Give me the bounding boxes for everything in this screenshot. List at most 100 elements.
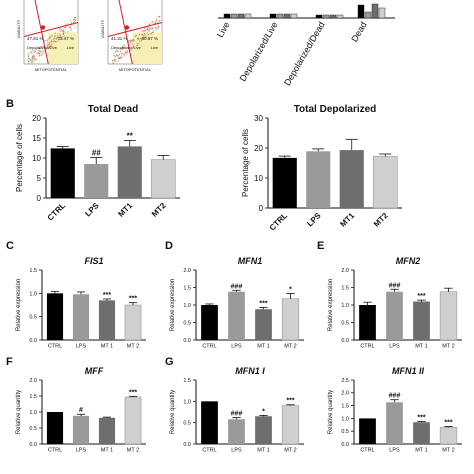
event-dot [115,61,117,63]
y-axis-label: Relative expression [16,279,22,331]
significance-marker: * [262,408,265,415]
event-dot [122,46,124,48]
y-tick-label: 0.5 [341,320,349,326]
event-dot [39,55,41,57]
event-dot [150,27,152,29]
live-gate-region [132,32,162,64]
bar [281,298,300,341]
event-dot [64,27,67,29]
bar [386,291,403,340]
event-dot [42,46,44,48]
event-dot [28,62,30,64]
panel-letter-c: C [6,240,14,252]
event-dot [123,53,125,56]
y-tick-label: 1.0 [341,416,349,422]
event-dot [53,40,55,42]
event-dot [38,47,41,49]
event-dot [143,35,145,37]
event-dot [118,48,120,50]
event-dot [143,30,145,32]
event-dot [35,49,37,51]
top-category-label: Depolarized/Live [238,20,280,83]
gate-percent-label: 60.87 % [141,36,158,41]
event-dot [123,55,125,57]
chart-title: MFN2 [396,256,421,266]
y-tick-label: 0.0 [341,338,349,344]
event-dot [54,37,56,40]
panel-letter-b: B [6,98,14,110]
y-tick-label: 0 [259,204,264,213]
event-dot [147,26,149,28]
top-category-label: Live [215,20,232,39]
event-dot [62,30,64,32]
category-label: LPS [76,344,87,350]
category-label: MT 1 [257,344,269,350]
y-tick-label: 0.5 [29,315,37,321]
event-dot [128,41,130,44]
event-dot [129,49,131,51]
event-dot [151,27,154,30]
category-label: LPS [76,448,87,454]
event-dot [50,39,53,41]
event-dot [75,16,77,19]
event-dot [41,54,43,56]
event-dot [154,21,156,23]
event-dot [124,52,126,54]
bar-chart-8 [351,379,462,445]
category-label: LPS [231,344,242,350]
top-bar [357,4,365,19]
gate-name-label: Live [151,45,159,50]
event-dot [119,48,122,50]
event-dot [46,40,48,42]
event-dot [52,41,54,43]
event-dot [46,48,48,50]
category-label: MT 1 [415,448,427,454]
event-dot [38,52,40,55]
event-dot [39,50,41,53]
event-dot [63,30,65,32]
event-dot [52,38,55,40]
y-tick-label: 20 [32,114,41,123]
event-dot [30,60,32,62]
event-dot [129,43,131,45]
bar-chart-4 [193,269,304,341]
event-dot [147,33,150,36]
top-bar [322,14,330,19]
event-dot [67,31,69,33]
bar [124,396,142,445]
event-dot [31,57,33,59]
y-axis-label: Relative quantity [170,390,176,434]
event-dot [143,33,146,35]
panel-letter-f: F [6,356,13,368]
event-dot [144,27,146,29]
event-dot [27,59,29,61]
event-dot [138,43,140,45]
event-dot [113,53,115,55]
event-dot [34,50,37,53]
event-dot [43,52,45,54]
event-dot [57,40,59,42]
event-dot [145,35,147,37]
event-dot [147,28,149,30]
event-dot [63,28,65,31]
event-dot [125,53,127,55]
event-dot [113,54,115,57]
event-dot [48,47,50,49]
event-dot [128,44,130,46]
bar [72,415,90,444]
event-dot [117,56,119,58]
bar-chart-7 [193,379,304,445]
event-dot [151,21,153,24]
flow-x-axis-label: MITOPOTENTIAL [35,67,68,72]
event-dot [114,50,116,53]
event-dot [119,56,121,58]
category-label: MT 1 [257,448,269,454]
event-dot [116,49,118,52]
event-dot [141,30,143,32]
y-tick-label: 0.0 [29,442,37,448]
event-dot [121,55,123,57]
significance-marker: *** [259,300,267,307]
category-label: MT 2 [284,448,296,454]
y-tick-label: 1.5 [29,268,37,274]
category-label: MT 1 [101,448,113,454]
